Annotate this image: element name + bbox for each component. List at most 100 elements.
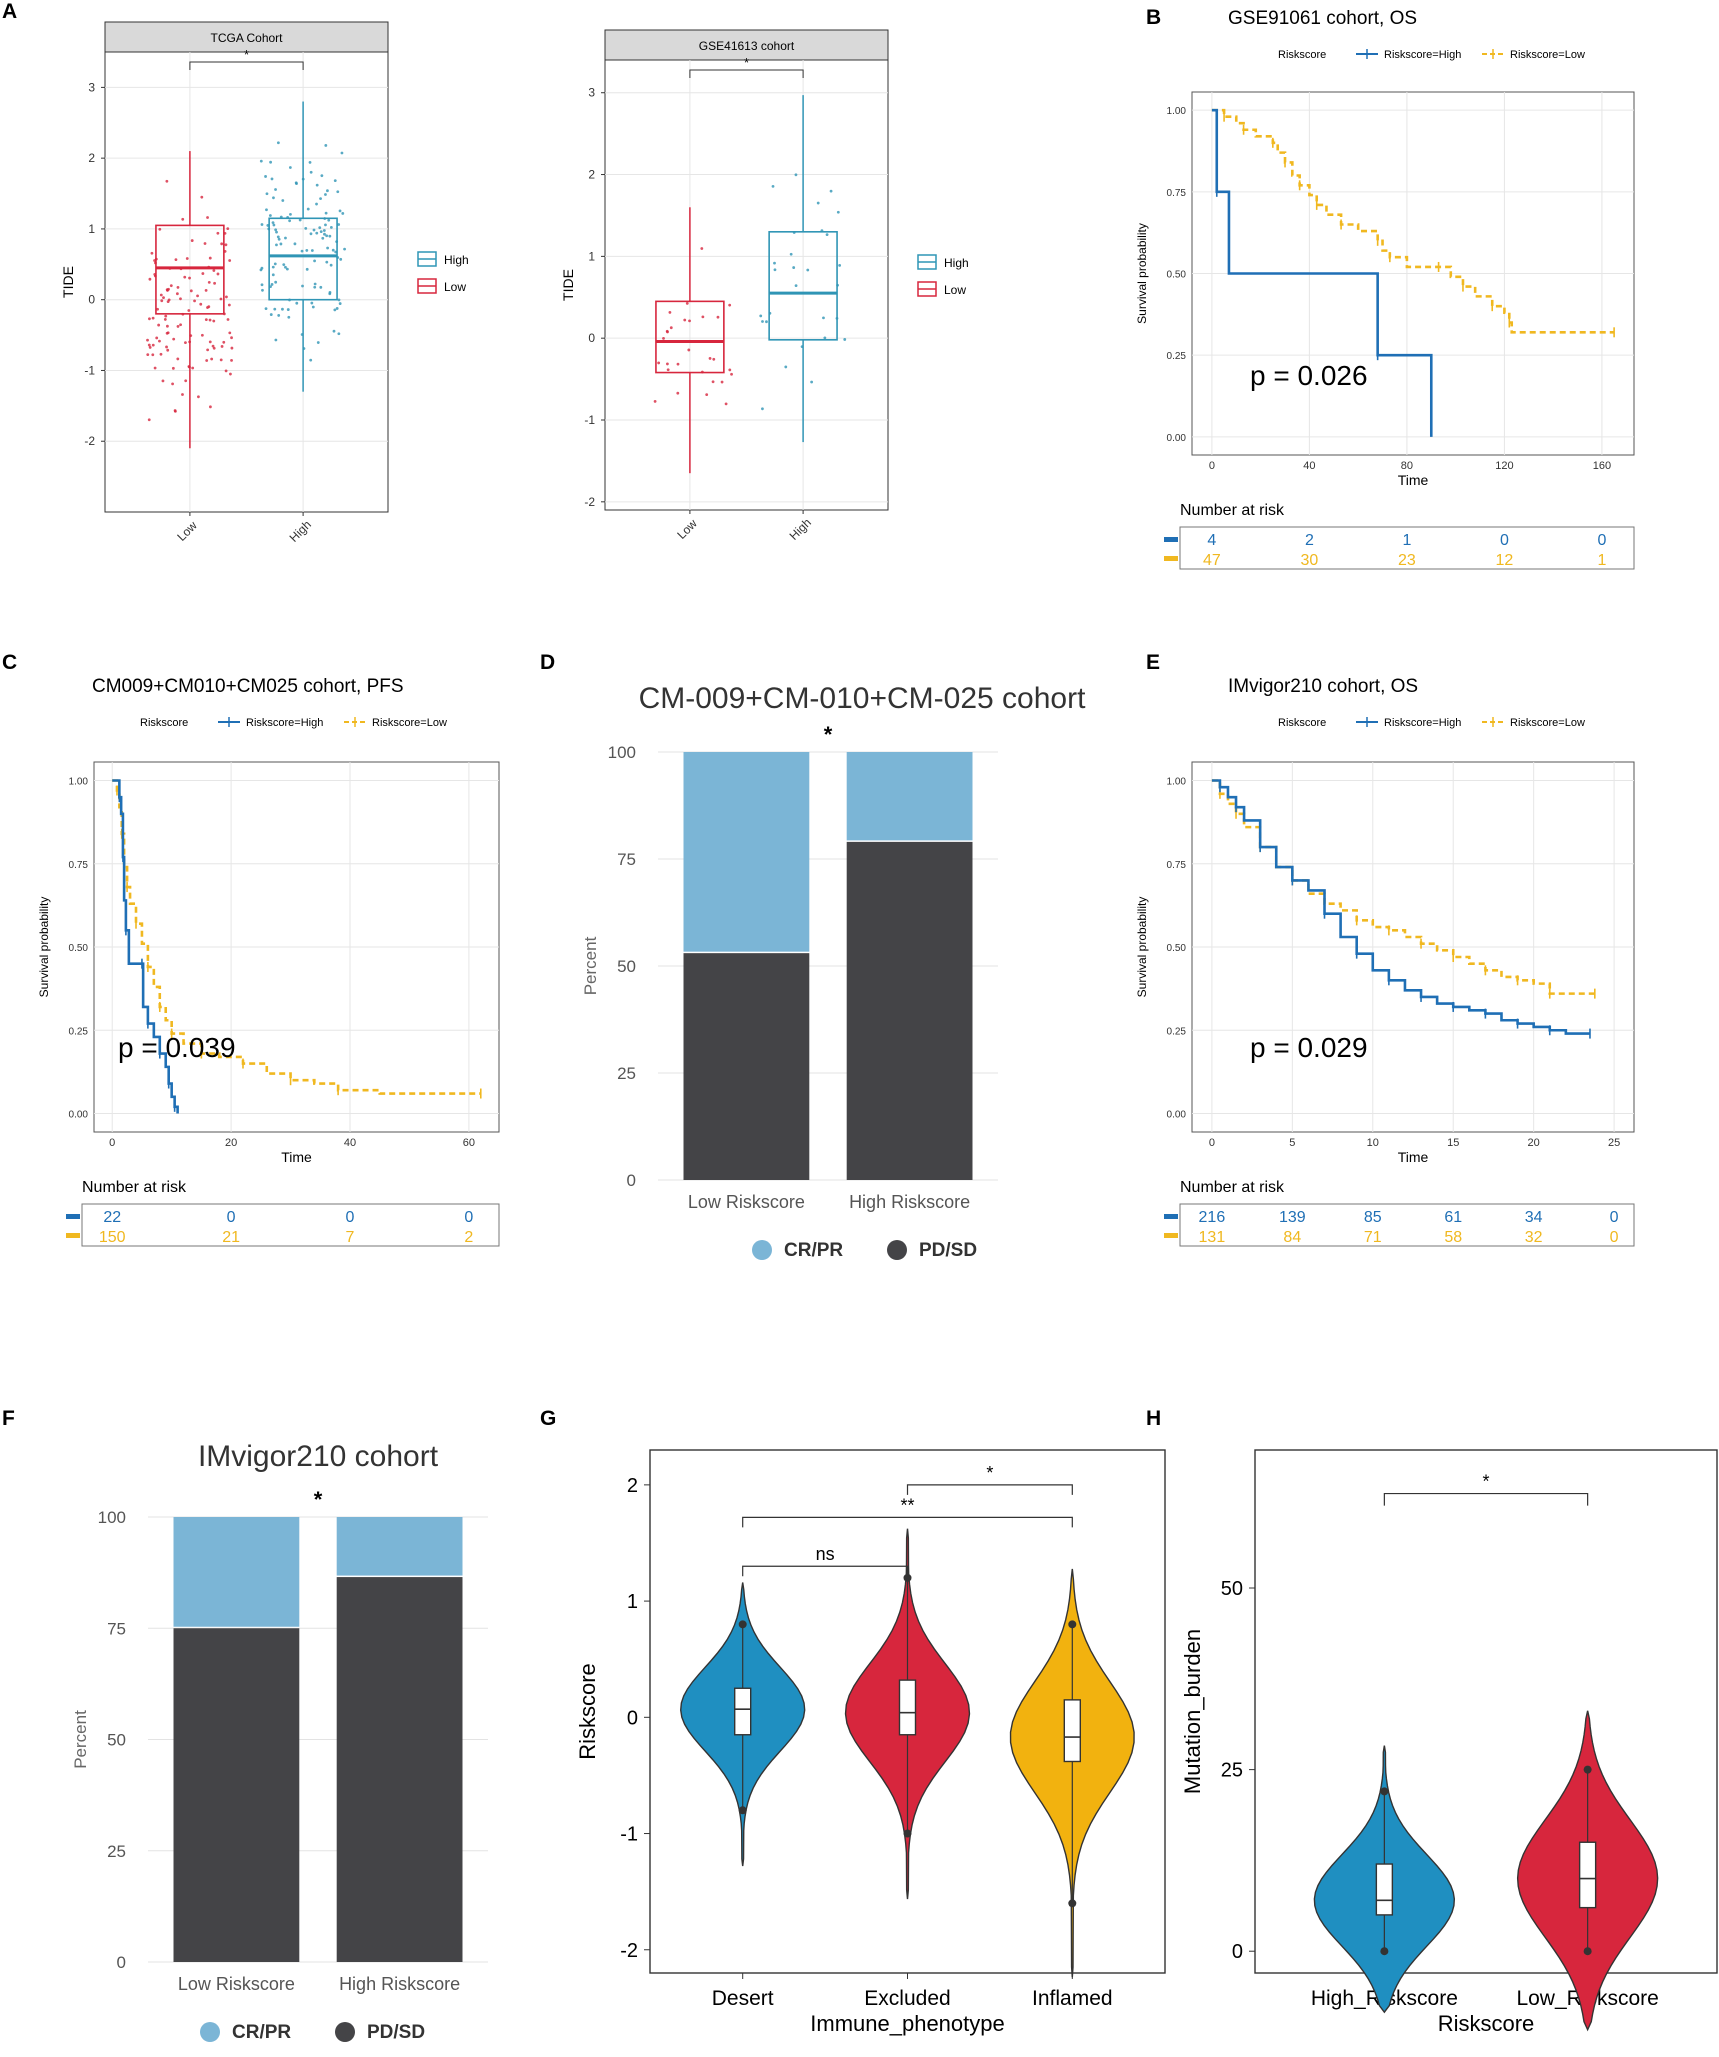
y-tick-label: 1.00 [1167, 777, 1187, 788]
risk-table-title: Number at risk [1180, 502, 1285, 519]
y-tick-label: 0.75 [1167, 188, 1187, 199]
jitter-point [676, 362, 680, 366]
jitter-point [321, 236, 325, 240]
p-value: p = 0.029 [1250, 1032, 1368, 1063]
jitter-point [309, 232, 313, 236]
jitter-point [274, 338, 278, 342]
jitter-point [208, 340, 212, 344]
jitter-point [324, 211, 328, 215]
jitter-point [324, 223, 327, 227]
sig-label: * [986, 1463, 993, 1483]
panel-letter-f: F [2, 1407, 15, 1430]
jitter-point [337, 332, 341, 336]
jitter-point [284, 236, 287, 240]
jitter-point [279, 242, 283, 246]
jitter-point [275, 230, 278, 234]
chart-title: IMvigor210 cohort [198, 1440, 439, 1473]
jitter-point [179, 323, 182, 327]
legend-label-crpr: CR/PR [232, 2022, 291, 2043]
risk-count-high: 61 [1444, 1209, 1462, 1226]
y-tick-label: 0 [588, 331, 595, 345]
panel-letter-c: C [2, 651, 17, 674]
risk-count-low: 71 [1364, 1229, 1382, 1246]
jitter-point [309, 170, 313, 174]
jitter-point [219, 297, 223, 301]
jitter-point [666, 362, 669, 366]
jitter-point [226, 227, 230, 231]
legend-label-low: Riskscore=Low [372, 717, 447, 729]
jitter-point [208, 318, 212, 322]
jitter-point [720, 380, 724, 384]
jitter-point [319, 230, 323, 234]
risk-table-title: Number at risk [1180, 1179, 1285, 1196]
jitter-point [319, 285, 323, 289]
risk-count-low: 21 [222, 1229, 240, 1246]
y-tick-label: 2 [627, 1475, 638, 1497]
y-tick-label: -2 [584, 495, 595, 509]
jitter-point [708, 357, 712, 360]
jitter-point [159, 352, 163, 356]
sig-bracket [1383, 1492, 1589, 1506]
jitter-point [265, 208, 268, 212]
jitter-point [171, 366, 175, 370]
x-tick-label: Low [674, 516, 700, 542]
y-tick-label: 1 [88, 222, 95, 236]
outlier-point [903, 1573, 912, 1582]
x-tick-label: High [787, 515, 814, 542]
x-tick-label: Low Riskscore [178, 1974, 295, 1994]
outlier-point [1583, 1765, 1592, 1774]
jitter-point [270, 283, 274, 286]
risk-table-key-low [1164, 1233, 1178, 1238]
y-axis-label: Survival probability [37, 897, 51, 998]
y-tick-label: 0.50 [69, 943, 89, 954]
risk-count-low: 7 [346, 1229, 355, 1246]
box-body [268, 217, 338, 301]
jitter-point [259, 159, 263, 163]
km-curve-high [112, 779, 179, 1114]
jitter-point [301, 284, 304, 288]
facet-strip [604, 29, 889, 61]
y-tick-label: 0.00 [69, 1110, 89, 1121]
sig-label: * [244, 47, 249, 62]
risk-table-frame [81, 1203, 500, 1247]
jitter-point [838, 263, 842, 267]
jitter-point [662, 336, 665, 340]
bar-crpr [683, 752, 810, 952]
y-tick-label: -1 [84, 363, 95, 377]
jitter-point [181, 217, 185, 221]
jitter-point [341, 212, 345, 215]
jitter-point [825, 233, 829, 236]
jitter-point [288, 166, 292, 169]
jitter-point [701, 315, 705, 319]
jitter-point [189, 289, 193, 293]
jitter-point [200, 195, 204, 199]
jitter-point [226, 318, 230, 321]
risk-table-frame [1179, 526, 1635, 570]
jitter-point [305, 267, 309, 271]
risk-table-key-high [66, 1214, 80, 1219]
sig-bracket [742, 1516, 1073, 1528]
jitter-point [157, 323, 161, 327]
jitter-point [268, 214, 272, 217]
jitter-point [185, 257, 189, 260]
x-tick-label: 0 [1209, 1137, 1215, 1149]
x-tick-label: 60 [463, 1137, 475, 1149]
y-tick-label: 0.00 [1167, 433, 1187, 444]
jitter-point [184, 341, 187, 344]
km-curve-high [1211, 779, 1590, 1035]
jitter-point [208, 256, 212, 260]
y-tick-label: 0.00 [1167, 1110, 1187, 1121]
legend-label-high: Riskscore=High [1384, 717, 1461, 729]
legend-label: Low [944, 283, 966, 297]
jitter-point [228, 259, 232, 262]
x-tick-label: 25 [1608, 1137, 1620, 1149]
jitter-point [724, 402, 728, 406]
jitter-point [340, 151, 344, 155]
jitter-point [810, 380, 814, 384]
jitter-point [773, 261, 776, 265]
y-axis-label: Riskscore [575, 1663, 600, 1760]
y-tick-label: 100 [98, 1508, 126, 1527]
sig-bracket [742, 1565, 909, 1577]
jitter-point [173, 409, 177, 413]
jitter-point [843, 338, 847, 341]
